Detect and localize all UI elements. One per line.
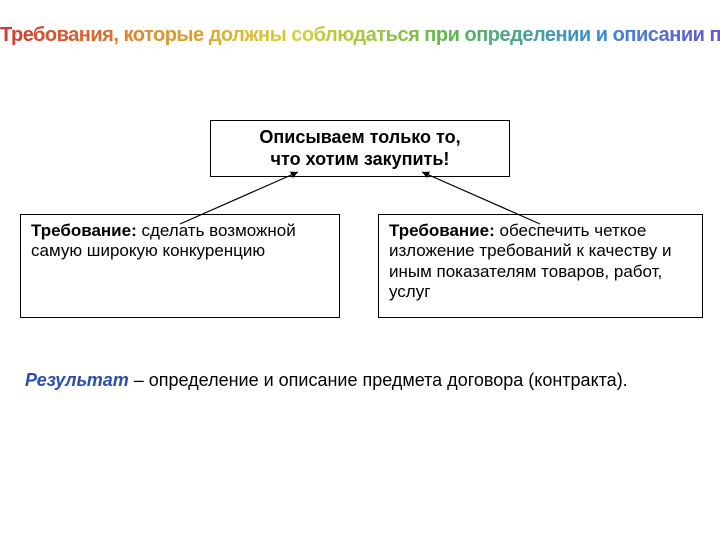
result-line: Результат – определение и описание предм…: [25, 370, 695, 391]
result-label: Результат: [25, 370, 129, 390]
left-box: Требование: сделать возможной самую широ…: [20, 214, 340, 318]
result-text: – определение и описание предмета догово…: [129, 370, 628, 390]
top-box-line2: что хотим закупить!: [221, 149, 499, 171]
left-box-label: Требование:: [31, 221, 137, 240]
page-title-wrap: Требования, которые должны соблюдаться п…: [0, 24, 720, 47]
top-box-line1: Описываем только то,: [221, 127, 499, 149]
page-title: Требования, которые должны соблюдаться п…: [0, 24, 720, 47]
right-box: Требование: обеспечить четкое изложение …: [378, 214, 703, 318]
top-box: Описываем только то, что хотим закупить!: [210, 120, 510, 177]
right-box-label: Требование:: [389, 221, 495, 240]
